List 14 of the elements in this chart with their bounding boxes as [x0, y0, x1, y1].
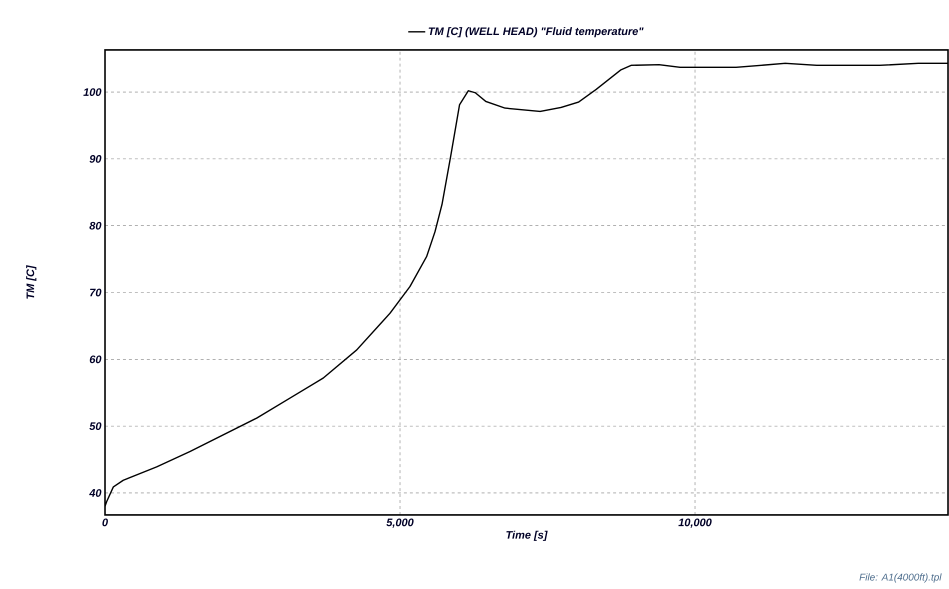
y-tick-label: 50	[89, 422, 102, 430]
y-tick-label: 60	[90, 355, 102, 364]
y-tick-label: 90	[90, 155, 102, 163]
x-tick-label: 10,000	[678, 518, 712, 528]
legend-label: TM [C] (WELL HEAD) "Fluid temperature"	[428, 27, 644, 38]
y-tick-label: 80	[89, 222, 102, 230]
y-tick-label: 100	[83, 88, 102, 96]
y-tick-label: 70	[90, 288, 102, 296]
y-axis-title: TM [C]	[26, 265, 36, 299]
x-tick-label: 0	[102, 518, 108, 526]
x-axis-title: Time [s]	[506, 530, 548, 541]
x-tick-label: 5,000	[386, 518, 414, 528]
y-tick-label: 40	[89, 489, 102, 497]
text: File: A1(4000ft).tpl	[859, 573, 942, 583]
